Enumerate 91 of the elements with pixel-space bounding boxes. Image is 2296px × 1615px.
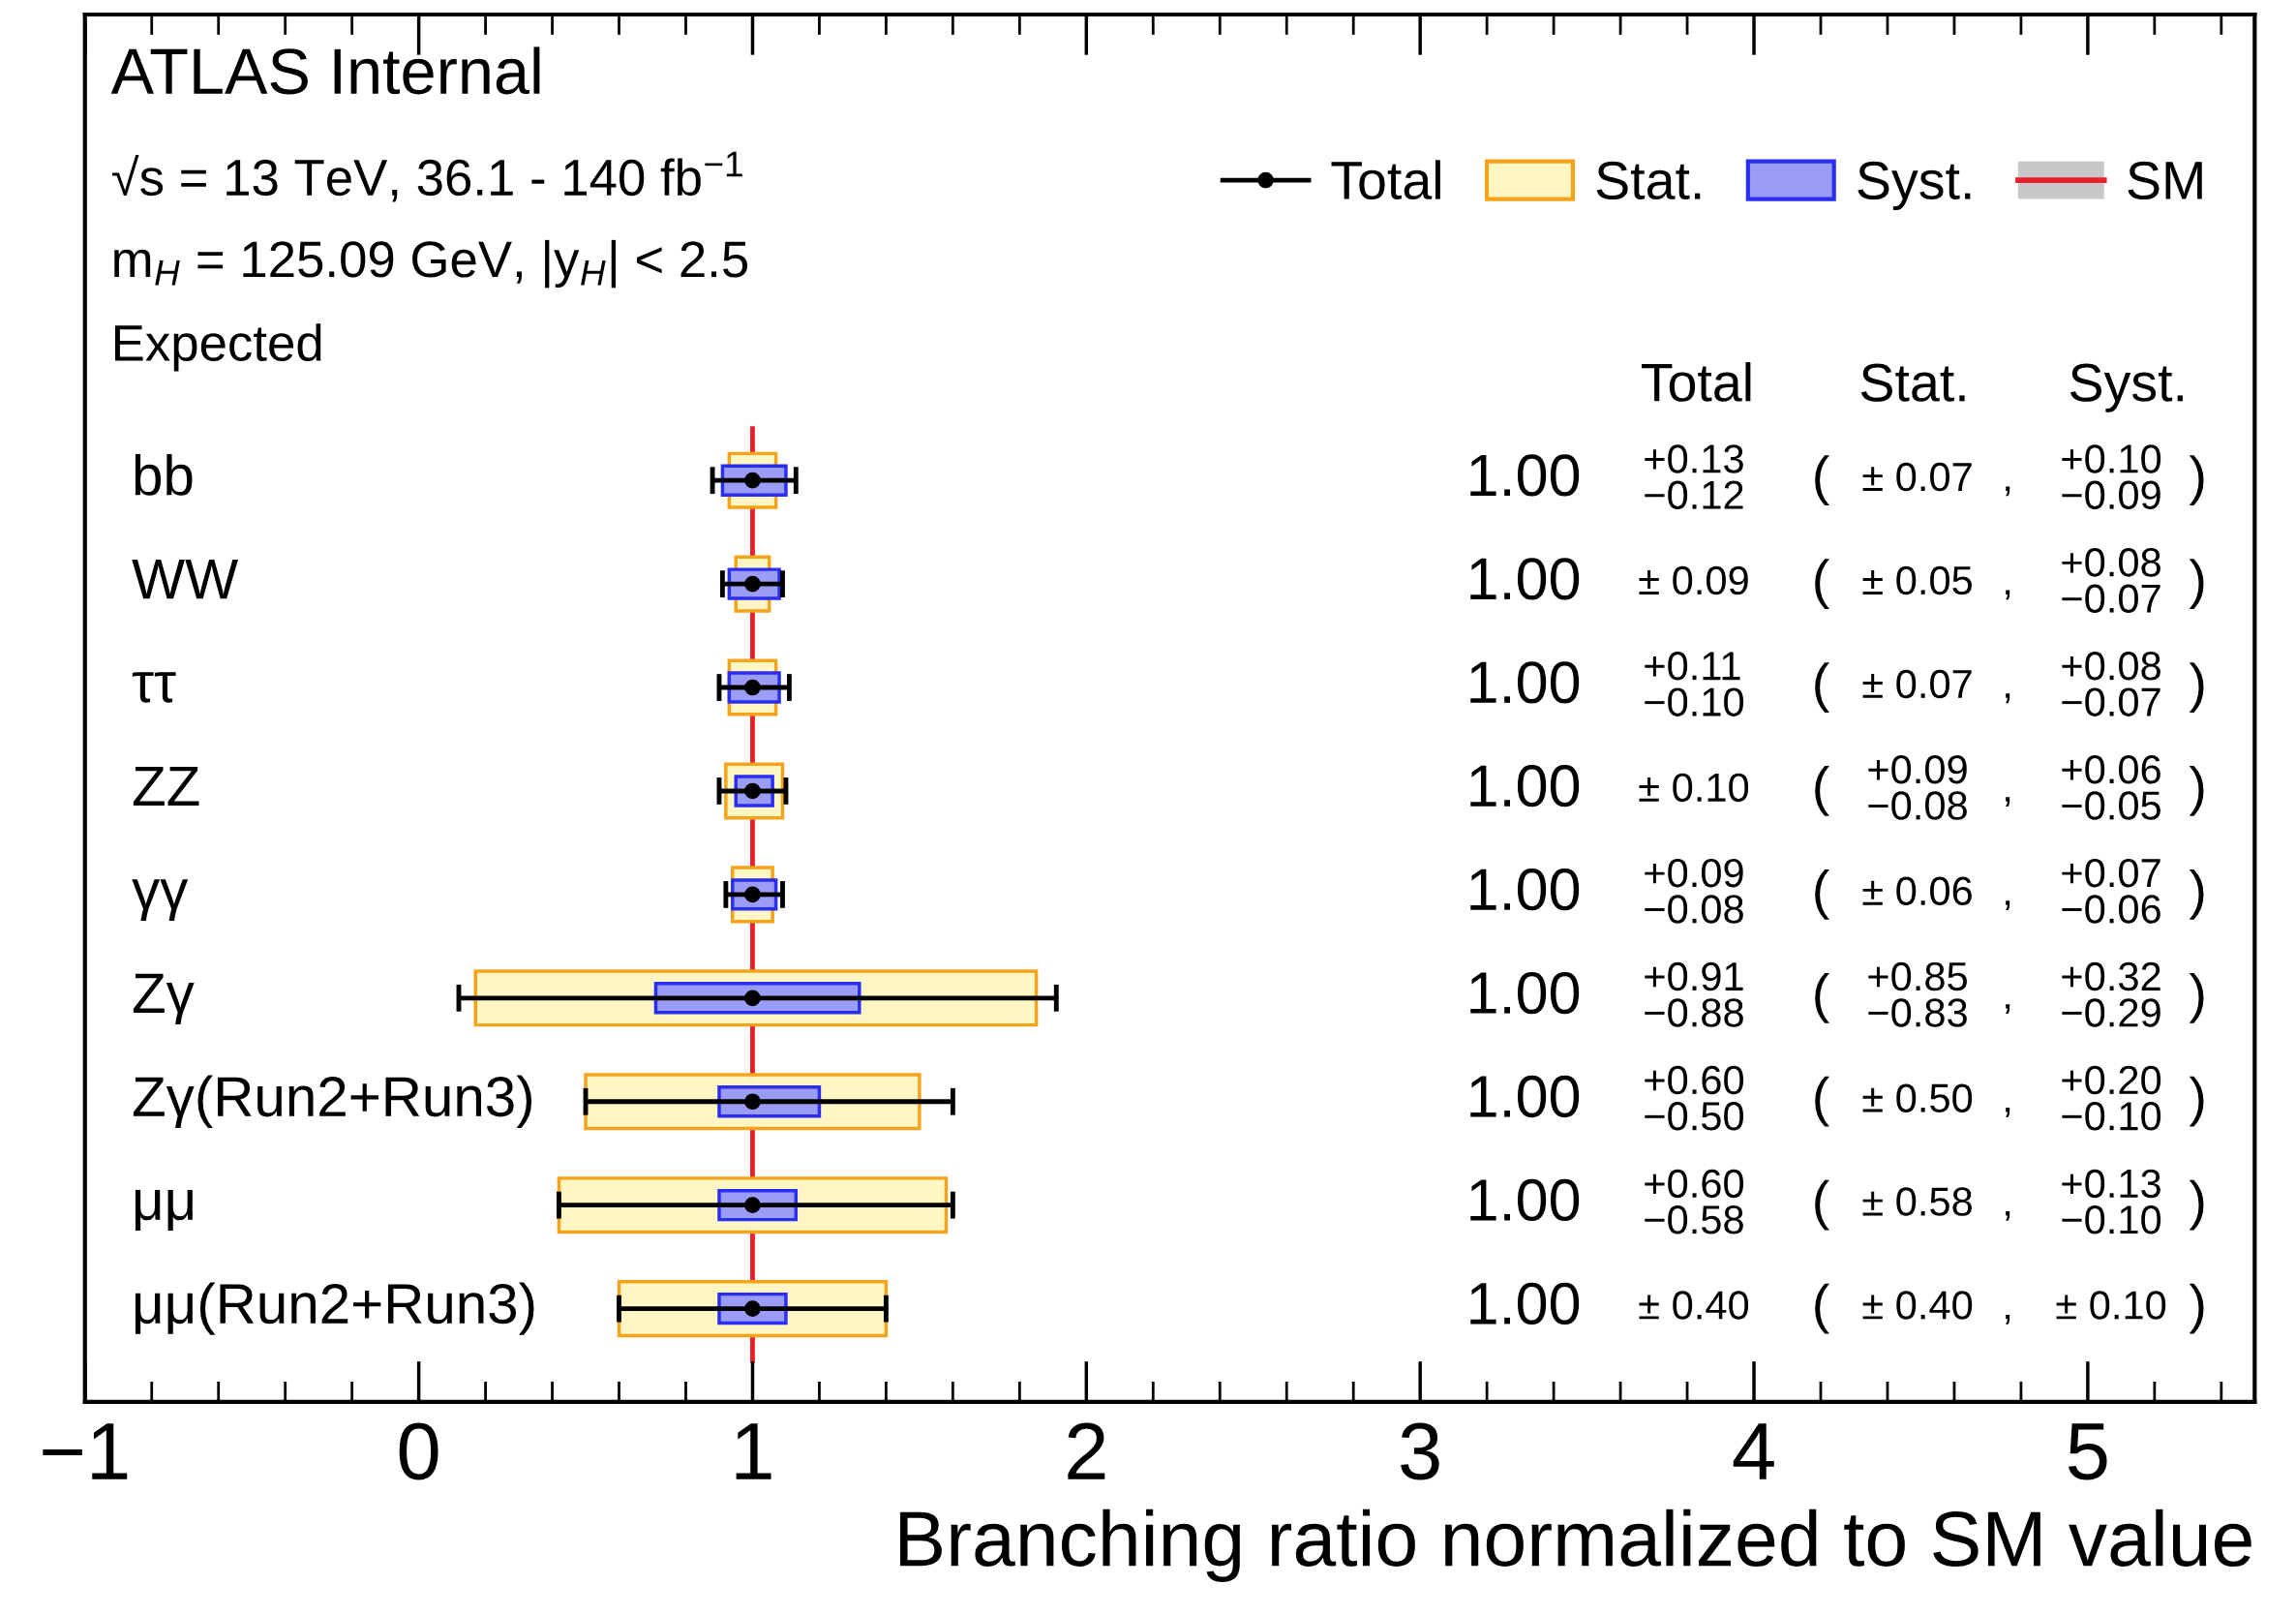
annotation: ( (1815, 1283, 1829, 1334)
annotation: ) (2189, 1283, 2204, 1334)
annotation: , (2006, 797, 2010, 808)
annotation: ( (1815, 1076, 1829, 1127)
x-tick-label: −1 (43, 1423, 128, 1479)
annotation: 1.00 (1470, 1282, 1580, 1325)
text: Stat. (1860, 363, 1965, 402)
annotation: +0.13 −0.12 (1645, 444, 1743, 510)
annotation: ± 0.07 (1862, 462, 1972, 492)
annotation: ( (1815, 662, 1829, 713)
annotation: , (2006, 590, 2010, 600)
legend-label: Stat. (1596, 161, 1701, 200)
annotation: ± 0.06 (1862, 876, 1972, 906)
annotation: ) (2189, 972, 2204, 1023)
annotation: 1.00 (1470, 1178, 1580, 1222)
annotation: +0.60 −0.58 (1645, 1169, 1744, 1234)
x-tick-label: 0 (399, 1422, 438, 1480)
x-tick-label: 2 (1068, 1422, 1105, 1479)
annotation: , (2006, 486, 2010, 497)
annotation: +0.20 −0.10 (2062, 1065, 2161, 1131)
annotation: 1.00 (1470, 454, 1580, 497)
annotation: +0.07 −0.06 (2062, 858, 2160, 924)
annotation: ) (2189, 1076, 2204, 1127)
y-tick-label: ZZ (133, 766, 199, 807)
annotation: ( (1815, 766, 1829, 816)
annotation: ) (2189, 766, 2204, 816)
y-tick-label: μμ (135, 1189, 193, 1231)
y-tick-label: Zγ (133, 973, 195, 1024)
annotation: +0.06 −0.05 (2062, 754, 2160, 820)
annotation: ) (2189, 455, 2204, 506)
annotation: ( (1815, 455, 1829, 506)
text: √s = 13 TeV, 36.1 - 140 fb$^{−1}$ (111, 151, 742, 202)
x-tick-label: 1 (736, 1423, 771, 1479)
annotation: ) (2189, 1179, 2204, 1231)
x-axis-title: Branching ratio normalized to SM value (900, 1508, 2251, 1582)
annotation: ( (1815, 868, 1829, 920)
annotation: +0.32 −0.29 (2062, 961, 2160, 1027)
annotation: +0.08 −0.07 (2062, 652, 2160, 716)
annotation: ± 0.07 (1862, 669, 1972, 699)
y-tick-label: μμ(Run2+Run3) (135, 1282, 534, 1335)
annotation: ) (2189, 559, 2204, 609)
text: Syst. (2070, 363, 2183, 412)
annotation: ± 0.50 (1862, 1083, 1973, 1112)
legend-label: SM (2128, 161, 2202, 200)
annotation: 1.00 (1470, 1075, 1580, 1118)
text: Expected (114, 323, 321, 372)
annotation: ( (1815, 972, 1829, 1023)
annotation: 1.00 (1470, 868, 1580, 911)
x-tick-label: 5 (2069, 1423, 2107, 1480)
annotation: ± 0.40 (1639, 1291, 1749, 1320)
annotation: ) (2189, 662, 2204, 713)
annotation: +0.09 −0.08 (1868, 754, 1967, 820)
chart-title: ATLAS Internal (110, 46, 540, 95)
text: m$_{H}$ = 125.09 GeV, |y$_{H}$| < 2.5 (114, 239, 748, 289)
annotation: , (2006, 900, 2010, 910)
annotation: +0.10 −0.09 (2062, 444, 2161, 510)
annotation: ± 0.05 (1862, 565, 1973, 595)
y-tick-label: Zγ(Run2+Run3) (133, 1075, 532, 1128)
annotation: , (2006, 1004, 2010, 1014)
annotation: , (2006, 1108, 2010, 1117)
annotation: ( (1815, 559, 1829, 609)
annotation: 1.00 (1470, 558, 1580, 600)
x-tick-label: 4 (1733, 1423, 1774, 1479)
annotation: +0.91 −0.88 (1645, 961, 1743, 1027)
annotation: +0.13 −0.10 (2062, 1169, 2161, 1234)
annotation: 1.00 (1470, 765, 1580, 808)
annotation: ) (2189, 868, 2204, 920)
text: Total (1641, 362, 1751, 402)
y-tick-label: WW (132, 560, 238, 599)
x-tick-label: 3 (1401, 1422, 1439, 1480)
annotation: 1.00 (1470, 661, 1580, 704)
annotation: , (2006, 693, 2010, 704)
y-tick-label: ττ (132, 672, 176, 703)
annotation: ± 0.58 (1862, 1187, 1972, 1216)
annotation: ( (1815, 1179, 1829, 1231)
annotation: +0.09 −0.08 (1645, 858, 1743, 924)
annotation: +0.08 −0.07 (2062, 548, 2160, 613)
annotation: , (2006, 1210, 2010, 1221)
annotation: ± 0.09 (1639, 565, 1748, 595)
annotation: ± 0.10 (1639, 773, 1749, 803)
annotation: 1.00 (1470, 971, 1580, 1015)
legend-label: Total (1331, 160, 1440, 200)
legend-label: Syst. (1858, 161, 1971, 211)
annotation: +0.60 −0.50 (1645, 1065, 1744, 1131)
annotation: ± 0.10 (2056, 1291, 2166, 1320)
annotation: ± 0.40 (1862, 1291, 1973, 1320)
annotation: +0.11 −0.10 (1645, 652, 1744, 716)
annotation: +0.85 −0.83 (1868, 961, 1967, 1027)
annotation: , (2006, 1314, 2010, 1325)
y-tick-label: γγ (132, 879, 189, 922)
y-tick-label: bb (135, 453, 193, 496)
